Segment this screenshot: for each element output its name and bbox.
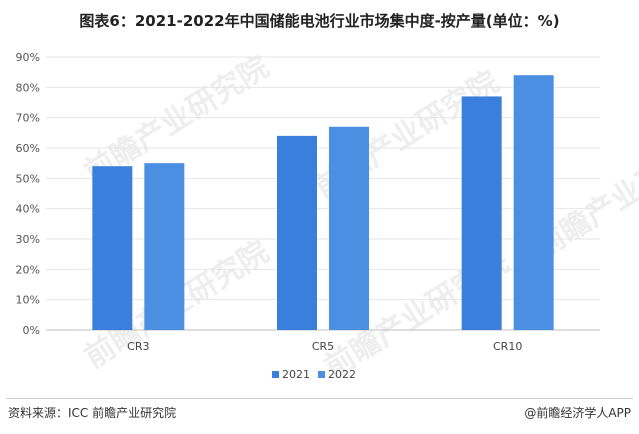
bar-cr10-2021 <box>461 96 502 330</box>
y-tick-label: 30% <box>16 233 40 246</box>
bar-chart: 0% 10% 20% 30% 40% 50% 60% 70% 80% 90% CR3 CR5 CR10 2… <box>16 51 600 381</box>
legend-swatch <box>318 371 325 378</box>
y-tick-label: 60% <box>16 142 40 155</box>
bar-cr3-2022 <box>144 163 185 330</box>
legend-label: 2022 <box>328 368 356 381</box>
bar-cr5-2022 <box>329 126 369 331</box>
x-tick-label: CR10 <box>493 340 522 353</box>
bar-cr5-2021 <box>277 135 317 330</box>
source-note: 资料来源：ICC 前瞻产业研究院 <box>8 406 177 420</box>
y-tick-label: 70% <box>16 112 40 125</box>
y-tick-label: 80% <box>16 81 40 94</box>
y-tick-label: 10% <box>16 294 40 307</box>
y-tick-label: 50% <box>16 172 40 185</box>
y-tick-label: 0% <box>23 324 40 337</box>
y-tick-label: 20% <box>16 263 40 276</box>
bar-cr10-2022 <box>513 75 554 330</box>
legend-swatch <box>272 371 279 378</box>
legend-label: 2021 <box>282 368 310 381</box>
bar-cr3-2021 <box>92 166 133 330</box>
y-tick-label: 90% <box>16 51 40 64</box>
x-tick-label: CR3 <box>127 340 149 353</box>
x-tick-label: CR5 <box>312 340 334 353</box>
credit-note: @前瞻经济学人APP <box>524 406 631 420</box>
chart-title: 图表6：2021-2022年中国储能电池行业市场集中度-按产量(单位：%) <box>79 12 560 30</box>
footer-divider <box>6 398 633 399</box>
y-tick-label: 40% <box>16 203 40 216</box>
